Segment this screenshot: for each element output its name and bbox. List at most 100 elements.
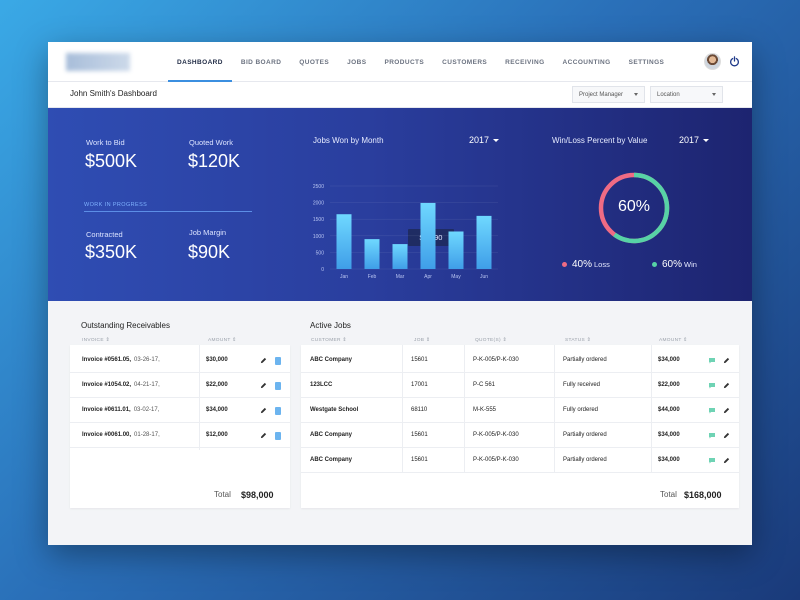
winloss-title: Win/Loss Percent by Value [552,136,648,145]
document-icon[interactable] [275,382,281,390]
location-select[interactable]: Location [650,86,723,103]
edit-pencil-icon[interactable] [723,457,730,464]
y-tick-label: 1000 [313,234,324,240]
winloss-year-select[interactable]: 2017 [679,135,710,145]
bar-mar[interactable] [392,244,408,269]
bar-jan[interactable] [336,214,352,269]
tab-bid-board[interactable]: BID BOARD [240,58,282,66]
invoice-cell[interactable]: Invoice #0061.00, 01-28-17, [82,432,160,438]
wip-divider [84,211,252,212]
col-customer[interactable]: CUSTOMER ⇕ [311,338,347,343]
tab-settings[interactable]: SETTINGS [628,58,665,66]
chevron-down-icon [712,93,716,96]
jobs-total-value: $168,000 [684,490,722,500]
col-amount[interactable]: AMOUNT ⇕ [659,338,688,343]
job-cell: 68110 [411,407,428,413]
invoice-date: 04-21-17, [134,382,160,388]
tab-products[interactable]: PRODUCTS [384,58,425,66]
edit-pencil-icon[interactable] [260,382,267,389]
customer-cell: ABC Company [310,357,353,363]
job-cell: 15601 [411,457,428,463]
status-cell: Partially ordered [563,357,607,363]
invoice-cell[interactable]: Invoice #0611.01, 03-02-17, [82,407,159,413]
tab-quotes[interactable]: QUOTES [299,58,330,66]
contracted-label: Contracted [86,230,123,239]
document-icon[interactable] [275,432,281,440]
quotes-cell: P-K-005/P-K-030 [473,357,519,363]
summary-banner: Work to Bid $500K Quoted Work $120K WORK… [48,108,752,301]
bar-feb[interactable] [364,239,380,269]
amount-cell: $34,000 [658,357,680,363]
jobs-year-select[interactable]: 2017 [469,135,500,145]
col-amount[interactable]: AMOUNT ⇕ [208,338,237,343]
comment-icon[interactable] [708,382,716,389]
chevron-down-icon [703,139,710,143]
active-jobs-panel: Total $168,000 ABC Company 15601 P-K-005/P… [301,345,739,508]
y-tick-label: 2500 [313,184,324,190]
edit-pencil-icon[interactable] [723,432,730,439]
bar-may[interactable] [448,231,464,269]
tab-jobs[interactable]: JOBS [347,58,367,66]
invoice-number: Invoice #0611.01, [82,407,131,413]
role-select[interactable]: Project Manager [572,86,645,103]
x-tick-label: Jun [480,274,488,280]
bar-apr[interactable] [420,202,436,269]
quoted-work-label: Quoted Work [189,138,234,147]
power-icon[interactable] [729,56,740,67]
edit-pencil-icon[interactable] [723,407,730,414]
user-avatar[interactable] [704,53,721,70]
invoice-cell[interactable]: Invoice #1054.02, 04-21-17, [82,382,160,388]
job-margin-value: $90K [188,242,231,262]
amount-cell: $34,000 [658,457,680,463]
column-divider [554,345,555,473]
x-tick-label: Jan [340,274,348,280]
tab-receiving[interactable]: RECEIVING [505,58,545,66]
edit-pencil-icon[interactable] [723,357,730,364]
edit-pencil-icon[interactable] [260,357,267,364]
contracted-value: $350K [85,242,138,262]
column-divider [651,345,652,473]
col-status[interactable]: STATUS ⇕ [565,338,591,343]
comment-icon[interactable] [708,432,716,439]
table-row[interactable]: 123LCC 17001 P-C 561 Fully received $22,000 [301,373,739,398]
tab-customers[interactable]: CUSTOMERS [442,58,488,66]
comment-icon[interactable] [708,357,716,364]
edit-pencil-icon[interactable] [723,382,730,389]
document-icon[interactable] [275,407,281,415]
table-row[interactable]: Invoice #1054.02, 04-21-17, $22,000 [70,373,290,398]
edit-pencil-icon[interactable] [260,407,267,414]
job-margin-label: Job Margin [189,228,227,237]
win-value: 60% [662,259,683,270]
tab-accounting[interactable]: ACCOUNTING [562,58,611,66]
edit-pencil-icon[interactable] [260,432,267,439]
jobs-chart-title: Jobs Won by Month [313,136,384,145]
table-row[interactable]: Westgate School 68110 M-K-555 Fully ordered… [301,398,739,423]
invoice-number: Invoice #0561.05, [82,357,132,363]
table-row[interactable]: Invoice #0611.01, 03-02-17, $34,000 [70,398,290,423]
col-quotes[interactable]: QUOTE(S) ⇕ [475,338,507,343]
col-invoice[interactable]: INVOICE ⇕ [82,338,110,343]
nav-tabs: DASHBOARD BID BOARD QUOTES JOBS PRODUCTS CUST… [168,42,673,82]
document-icon[interactable] [275,357,281,365]
table-row[interactable]: Invoice #0561.05, 03-26-17, $30,000 [70,348,290,373]
tab-dashboard[interactable]: DASHBOARD [168,42,232,82]
quotes-cell: P-K-005/P-K-030 [473,457,519,463]
table-row[interactable]: ABC Company 15601 P-K-005/P-K-030 Partially… [301,423,739,448]
bar-jun[interactable] [476,215,492,269]
y-tick-label: 1500 [313,217,324,223]
receivables-total-label: Total [214,490,231,499]
company-logo[interactable] [66,53,130,71]
table-row[interactable]: ABC Company 15601 P-K-005/P-K-030 Partially… [301,348,739,373]
invoice-cell[interactable]: Invoice #0561.05, 03-26-17, [82,357,160,363]
col-job[interactable]: JOB ⇕ [414,338,431,343]
donut-win-arc [598,172,670,244]
comment-icon[interactable] [708,407,716,414]
y-tick-label: 2000 [313,201,324,207]
sub-header: John Smith's Dashboard Project Manager L… [48,82,752,108]
table-row[interactable]: Invoice #0061.00, 01-28-17, $12,000 [70,423,290,448]
loss-label: Loss [594,260,610,269]
table-row[interactable]: ABC Company 15601 P-K-005/P-K-030 Partially… [301,448,739,473]
comment-icon[interactable] [708,457,716,464]
invoice-date: 01-28-17, [134,432,160,438]
invoice-date: 03-02-17, [133,407,160,413]
